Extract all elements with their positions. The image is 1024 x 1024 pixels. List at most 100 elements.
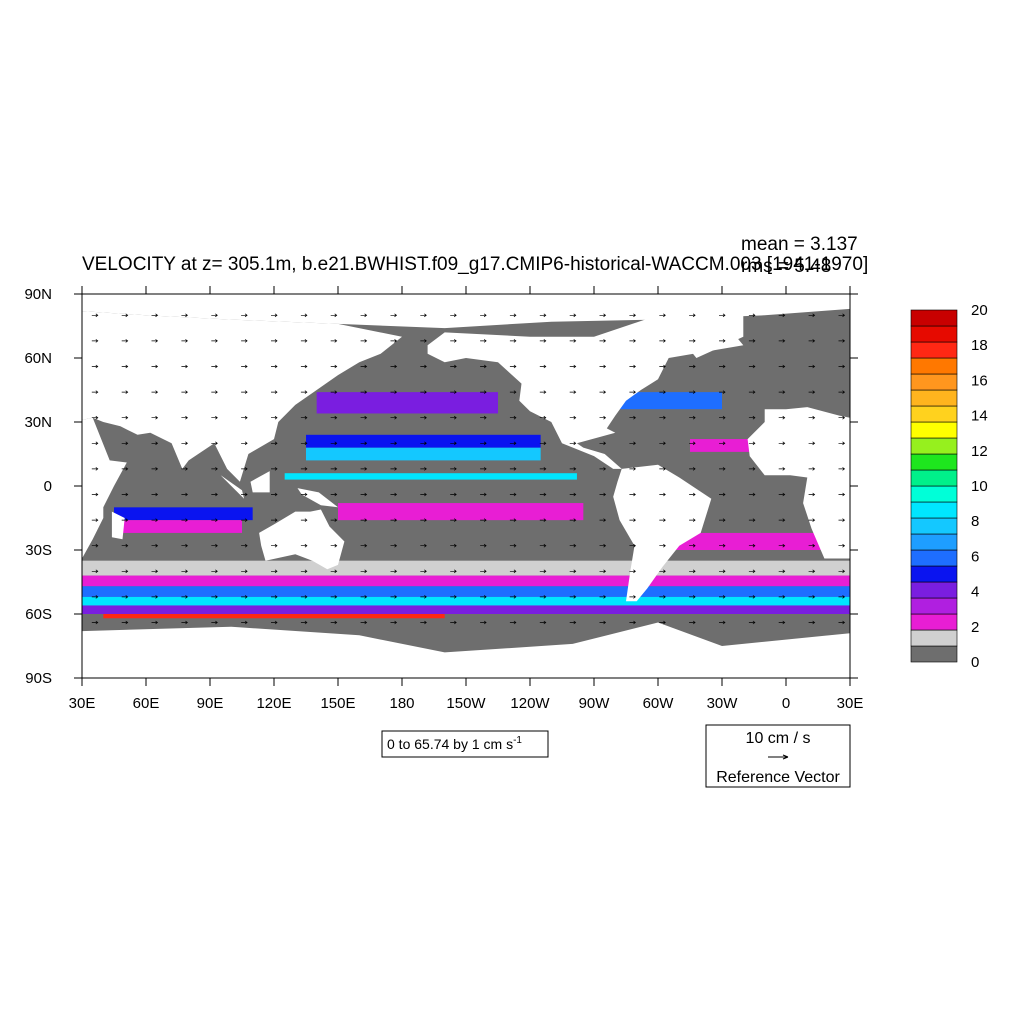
colorbar-segment	[910, 501, 958, 519]
vector-arrow	[390, 313, 398, 318]
land-australia	[259, 509, 345, 570]
vector-arrow	[450, 390, 457, 394]
colorbar-segment	[910, 453, 958, 471]
vector-arrow	[509, 492, 517, 497]
vector-arrow	[450, 569, 457, 574]
vector-arrow	[450, 595, 457, 599]
vector-arrow	[659, 595, 666, 599]
vector-arrow	[241, 415, 248, 420]
vector-arrow	[390, 467, 398, 471]
vector-arrow	[509, 415, 517, 420]
vector-arrow	[748, 569, 756, 574]
vector-arrow	[390, 339, 398, 343]
vector-arrow	[569, 467, 577, 471]
vector-arrow	[420, 569, 427, 574]
vector-arrow	[330, 595, 338, 599]
vector-arrow	[480, 390, 487, 394]
vector-arrow	[778, 415, 786, 420]
vector-arrow	[838, 492, 846, 497]
vector-arrow	[211, 364, 218, 369]
ref-vector-arrowhead	[782, 754, 789, 760]
vector-arrow	[211, 415, 218, 420]
vector-arrow	[211, 492, 218, 497]
vector-arrow	[539, 620, 547, 625]
vector-arrow	[211, 620, 218, 625]
vector-arrow	[360, 492, 368, 497]
vector-arrow	[450, 364, 457, 369]
vector-arrow	[480, 492, 487, 497]
vector-arrow	[509, 620, 517, 625]
vector-arrow	[271, 339, 278, 343]
vector-arrow	[121, 441, 129, 446]
vector-arrow	[539, 415, 547, 420]
vector-arrow	[271, 467, 278, 471]
colorbar-segment	[910, 629, 958, 647]
vector-arrow	[569, 441, 577, 446]
vector-arrow	[330, 492, 338, 497]
vector-arrow	[211, 467, 218, 471]
vector-arrow	[509, 339, 517, 343]
ref-box-frame	[705, 724, 851, 788]
vector-arrow	[689, 415, 696, 420]
vector-arrow	[390, 620, 398, 625]
vector-arrow	[689, 492, 696, 497]
vector-arrow	[91, 543, 99, 548]
vector-arrow	[271, 364, 278, 369]
ref-caption: Reference Vector	[716, 769, 840, 786]
vector-arrow	[181, 518, 188, 522]
vector-arrow	[181, 595, 188, 599]
range-label-text: 0 to 65.74 by 1 cm s	[387, 736, 513, 752]
x-tick-label: 120W	[510, 695, 550, 712]
x-tick-label: 30E	[69, 695, 96, 712]
vector-arrow	[599, 415, 607, 420]
y-tick-label: 0	[44, 478, 52, 495]
vector-arrow	[808, 415, 816, 420]
vector-arrow	[539, 441, 547, 446]
land-south-america	[613, 464, 712, 602]
vector-arrow	[509, 313, 517, 318]
north-atlantic-magenta-band	[690, 439, 754, 452]
vector-arrow	[181, 467, 188, 471]
land-antarctica	[82, 622, 850, 678]
vector-arrow	[271, 492, 278, 497]
vector-arrow	[539, 492, 547, 497]
vector-arrow	[420, 339, 427, 343]
colorbar-label: 20	[971, 302, 988, 319]
vector-arrow	[659, 415, 666, 420]
vector-arrow	[211, 390, 218, 394]
vector-arrow	[748, 441, 756, 446]
land-indonesia-2	[250, 471, 270, 493]
vector-arrow	[241, 364, 248, 369]
vector-arrow	[838, 620, 846, 625]
vector-arrow	[808, 518, 816, 522]
vector-arrow	[91, 441, 99, 446]
vector-arrow	[420, 390, 427, 394]
acc-cyan-band	[82, 596, 850, 606]
vector-arrow	[719, 543, 726, 548]
vector-arrow	[748, 364, 756, 369]
vector-arrow	[360, 441, 368, 446]
vector-arrow	[629, 339, 636, 343]
vector-arrow	[838, 441, 846, 446]
vector-arrow	[450, 415, 457, 420]
vector-arrow	[778, 313, 786, 318]
vector-arrow	[659, 569, 666, 574]
acc-outer-band	[82, 575, 850, 587]
vector-arrow	[91, 415, 99, 420]
colorbar-segment	[910, 309, 958, 327]
acc-purple-band	[82, 605, 850, 614]
x-tick-label: 90W	[579, 695, 611, 712]
vector-arrow	[121, 390, 129, 394]
vector-arrow	[808, 543, 816, 548]
vector-arrow	[748, 339, 756, 343]
x-tick-label: 150E	[320, 695, 355, 712]
vector-arrow	[91, 467, 99, 471]
vector-arrow	[689, 313, 696, 318]
vector-arrow	[689, 543, 696, 548]
vector-arrow	[808, 313, 816, 318]
vector-arrow	[271, 313, 278, 318]
vector-arrow	[360, 595, 368, 599]
vector-arrow	[181, 620, 188, 625]
vector-arrow	[390, 364, 398, 369]
